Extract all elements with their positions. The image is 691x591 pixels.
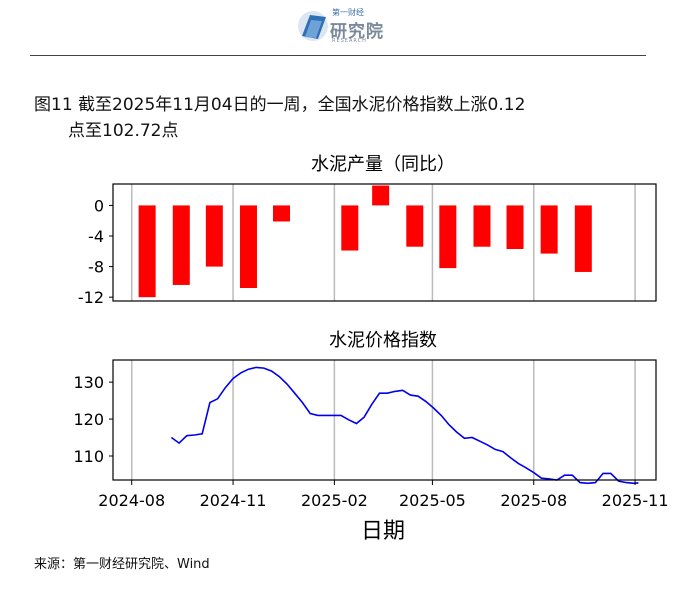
bar-ytick-label--12: -12 bbox=[78, 288, 104, 307]
line-chart-gridlines bbox=[130, 360, 636, 480]
logo: 第一财经 研究院 RESEARCH bbox=[296, 6, 396, 48]
bar-ytick-label--4: -4 bbox=[88, 227, 104, 246]
x-tick-label-2025-05: 2025-05 bbox=[399, 491, 466, 510]
bar-ytick-label--8: -8 bbox=[88, 258, 104, 277]
bar-2025-05 bbox=[439, 205, 457, 269]
line-ytick-label-120: 120 bbox=[73, 410, 104, 429]
bar-2025-04 bbox=[406, 205, 424, 247]
bar-2024-12 bbox=[273, 205, 291, 222]
bar-2024-09 bbox=[172, 205, 190, 285]
figure-title-line1: 图11 截至2025年11月04日的一周，全国水泥价格指数上涨0.12 bbox=[34, 95, 526, 115]
line-ytick-label-130: 130 bbox=[73, 373, 104, 392]
line-chart-frame bbox=[112, 359, 657, 481]
source-note: 来源：第一财经研究院、Wind bbox=[34, 557, 210, 572]
bar-2025-06 bbox=[473, 205, 491, 247]
bar-ytick-label-0: 0 bbox=[94, 196, 104, 215]
bar-chart-y-axis: 0 -4 -8 -12 bbox=[78, 196, 113, 307]
figure-title: 图11 截至2025年11月04日的一周，全国水泥价格指数上涨0.12 点至10… bbox=[34, 92, 654, 144]
header-divider bbox=[30, 55, 646, 56]
x-tick-label-2024-08: 2024-08 bbox=[98, 491, 165, 510]
bar-2024-08 bbox=[138, 205, 156, 298]
x-tick-label-2025-02: 2025-02 bbox=[301, 491, 368, 510]
price-index-line bbox=[170, 366, 639, 485]
line-chart-y-axis: 110 120 130 bbox=[73, 373, 113, 466]
bar-chart-title: 水泥产量（同比） bbox=[311, 154, 455, 175]
line-chart-title: 水泥价格指数 bbox=[329, 330, 437, 351]
bar-2025-08 bbox=[540, 205, 558, 254]
bar-2025-09 bbox=[574, 205, 592, 272]
bar-2024-11 bbox=[239, 205, 257, 288]
bar-chart-frame bbox=[112, 183, 657, 302]
bar-2025-03 bbox=[372, 185, 390, 206]
x-tick-label-2024-11: 2024-11 bbox=[200, 491, 267, 510]
logo-brand-small: 第一财经 bbox=[332, 8, 364, 17]
bar-2025-07 bbox=[506, 205, 524, 249]
stylized-globe-icon bbox=[298, 11, 328, 41]
figure-title-line2: 点至102.72点 bbox=[68, 121, 179, 141]
x-tick-label-2025-11: 2025-11 bbox=[602, 491, 669, 510]
bar-chart-bars bbox=[138, 185, 592, 298]
line-chart-x-axis: 2024-08 2024-11 2025-02 2025-05 2025-08 2025-… bbox=[98, 480, 669, 510]
bar-2025-02 bbox=[341, 205, 359, 251]
logo-brand-name: 研究院 bbox=[330, 22, 384, 42]
line-ytick-label-110: 110 bbox=[73, 447, 104, 466]
x-axis-label: 日期 bbox=[361, 519, 405, 544]
x-tick-label-2025-08: 2025-08 bbox=[500, 491, 567, 510]
bar-chart-gridlines bbox=[130, 184, 636, 301]
logo-brand-sub: RESEARCH bbox=[332, 38, 367, 44]
bar-2024-10 bbox=[205, 205, 223, 267]
